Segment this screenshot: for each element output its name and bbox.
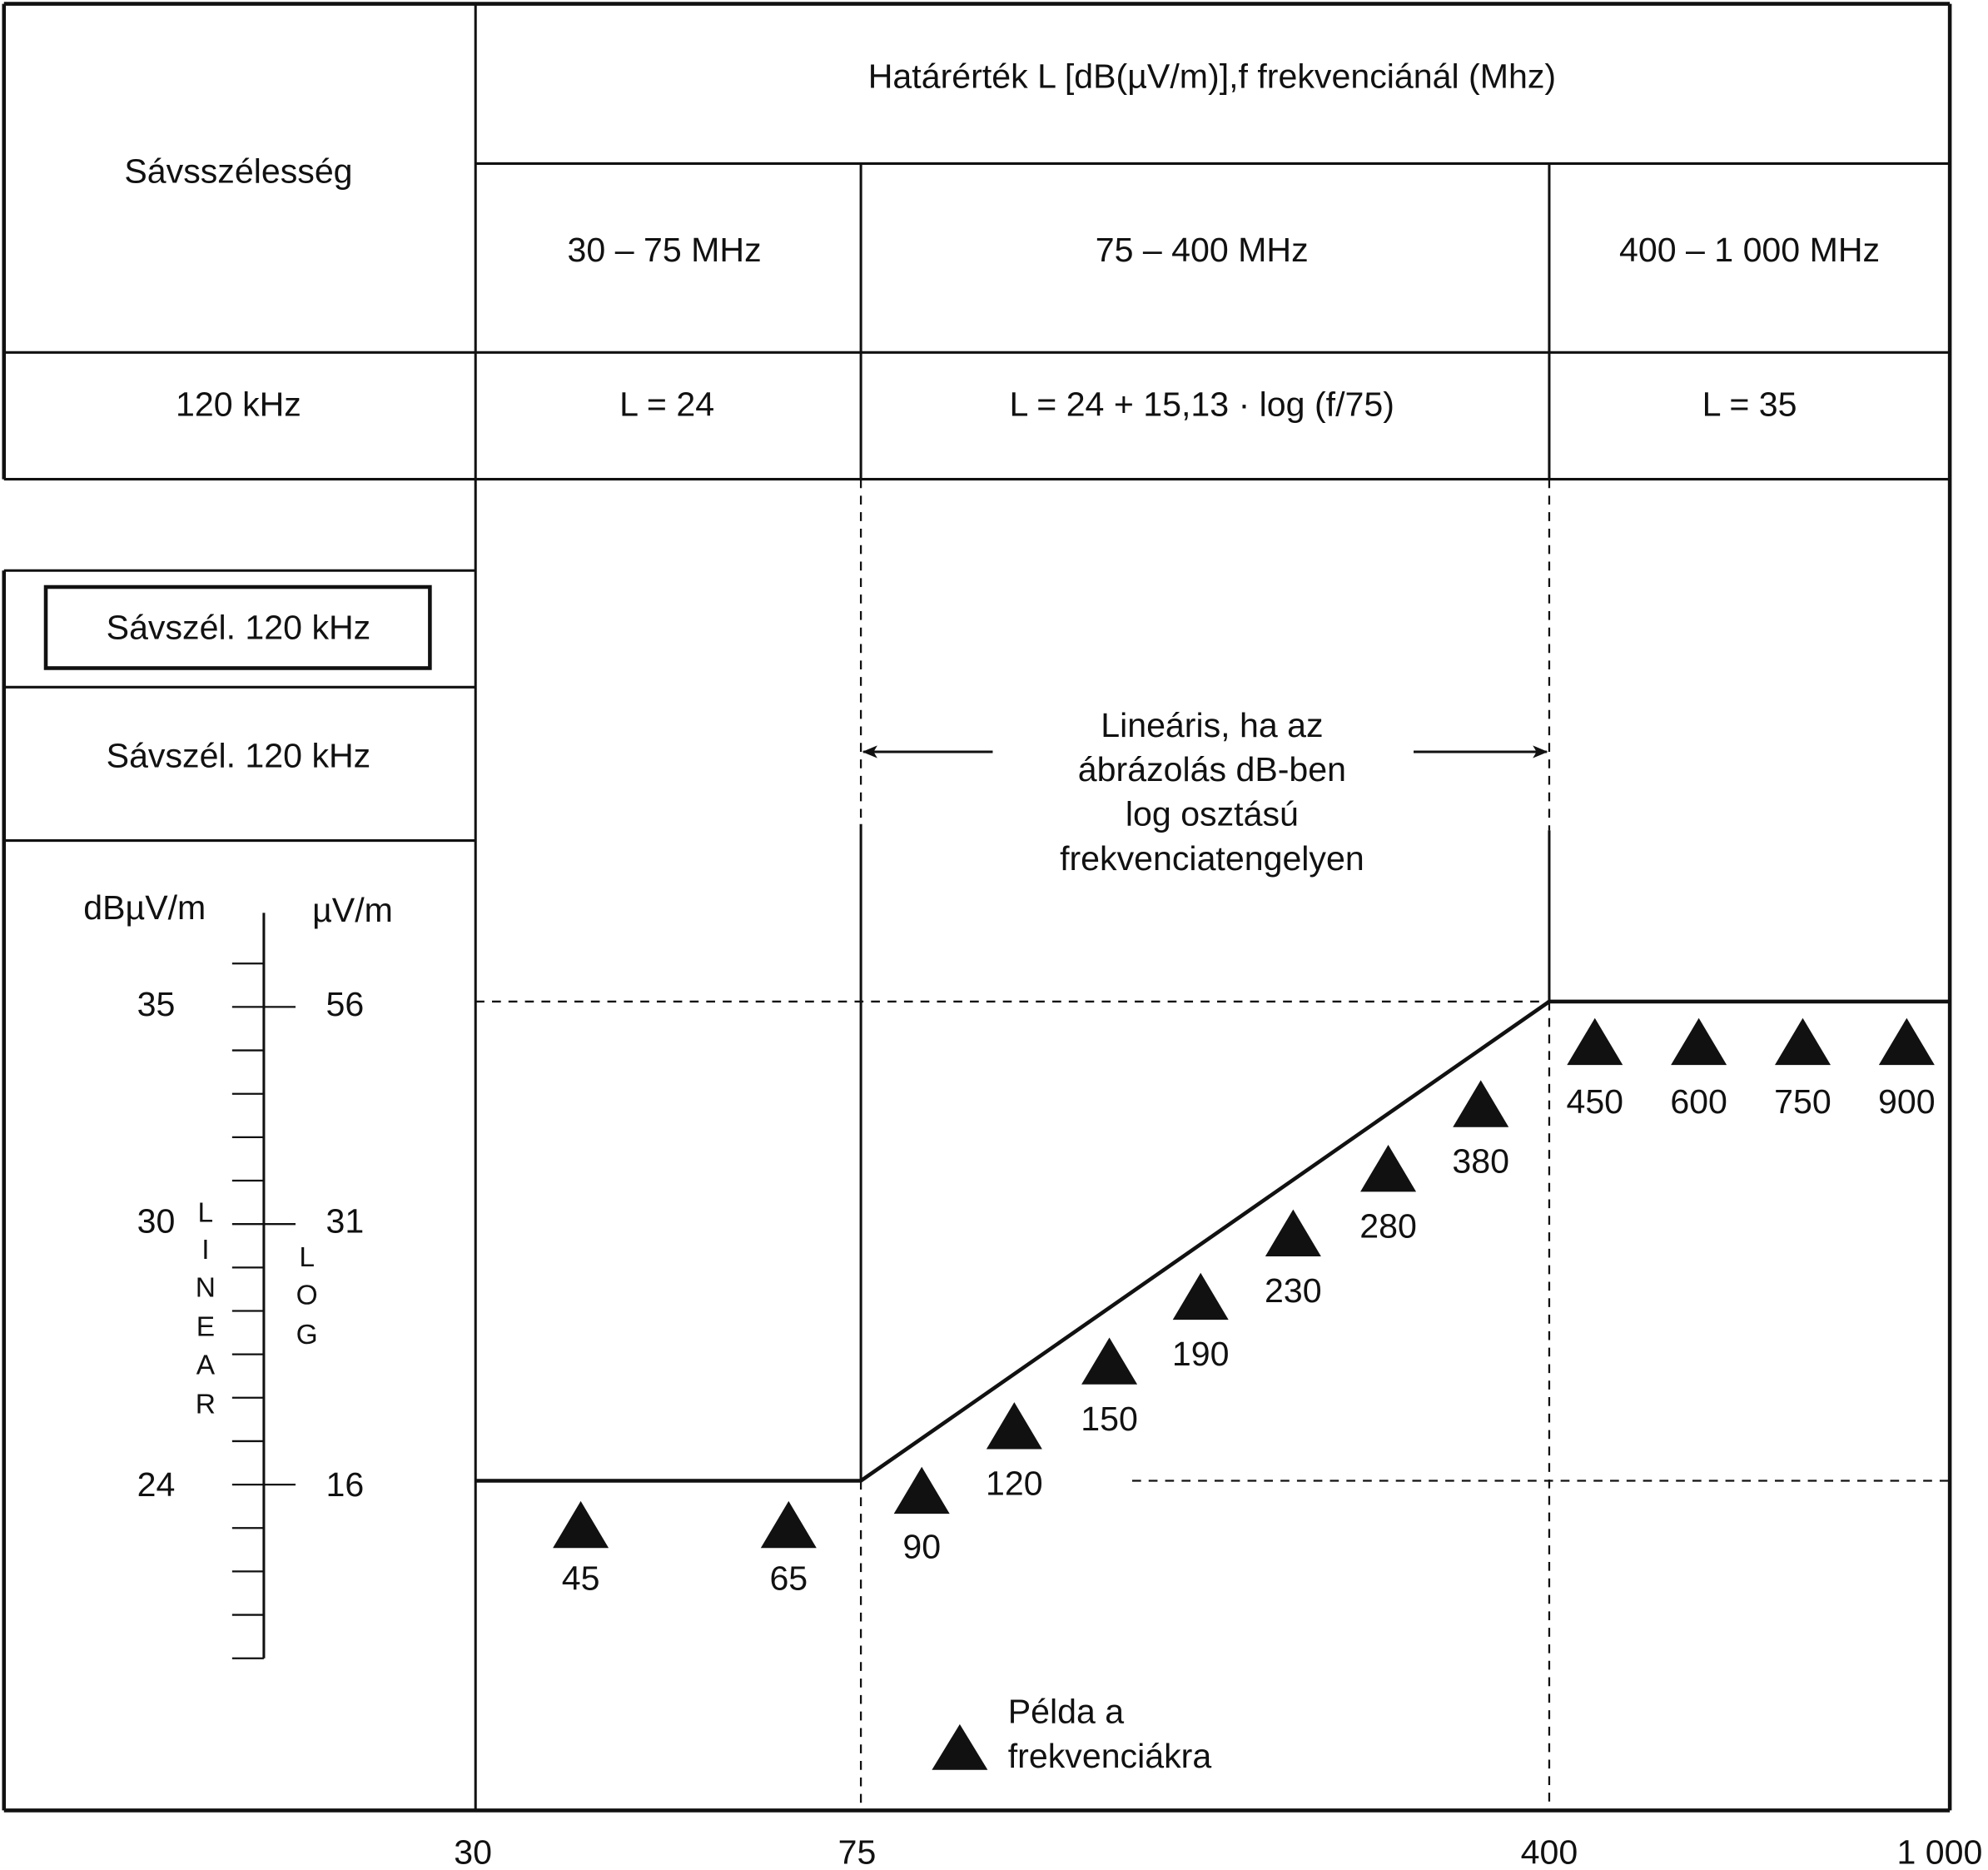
marker-label: 190	[1172, 1335, 1230, 1373]
marker-label: 45	[562, 1559, 600, 1598]
frequency-marker	[1671, 1017, 1727, 1066]
marker-label: 750	[1774, 1082, 1831, 1121]
x-label: 30	[454, 1833, 492, 1870]
bandwidth: 120 kHz	[176, 385, 301, 424]
formula: L = 24	[619, 385, 714, 424]
scale-label: 35	[137, 985, 176, 1023]
legend-marker	[932, 1723, 988, 1770]
frequency-marker	[1172, 1272, 1229, 1320]
annotation: Lineáris, ha az	[1101, 706, 1323, 744]
scale-letter: O	[296, 1281, 318, 1311]
boxed-label: Sávszél. 120 kHz	[107, 609, 371, 647]
scale-label: 24	[137, 1465, 176, 1504]
marker-label: 380	[1452, 1142, 1509, 1181]
limit-line	[475, 999, 1951, 1483]
marker-label: 120	[986, 1464, 1043, 1502]
marker-label: 900	[1878, 1082, 1936, 1121]
scale-letter: A	[196, 1350, 216, 1380]
frequency-marker	[1774, 1017, 1831, 1066]
scale-letter: E	[196, 1312, 215, 1343]
marker-label: 280	[1359, 1206, 1417, 1245]
x-label: 1 000	[1897, 1833, 1983, 1870]
formula: L = 24 + 15,13 · log (f/75)	[1010, 385, 1394, 424]
frequency-marker	[893, 1466, 950, 1514]
scale-label: 16	[326, 1465, 365, 1504]
bandwidth-header: Sávsszélesség	[124, 152, 352, 190]
marker-label: 65	[769, 1559, 808, 1598]
marker-label: 230	[1265, 1271, 1322, 1310]
frame	[2, 2, 1952, 1813]
range: 30 – 75 MHz	[568, 231, 762, 269]
frequency-marker	[986, 1402, 1042, 1450]
frequency-marker	[1453, 1080, 1509, 1127]
frequency-marker	[1878, 1017, 1935, 1066]
annotation: log osztású	[1126, 794, 1299, 833]
frequency-marker	[1081, 1337, 1138, 1385]
scale-letter: R	[196, 1390, 216, 1420]
plot-lines	[475, 479, 1951, 1811]
frequency-marker	[1360, 1145, 1417, 1192]
unit: dBµV/m	[83, 888, 206, 927]
scale-letter: L	[198, 1198, 214, 1229]
scale-label: 31	[326, 1201, 365, 1240]
x-label: 75	[838, 1833, 877, 1870]
scale-label: 30	[137, 1201, 176, 1240]
frequency-marker	[1265, 1209, 1321, 1257]
marker-label: 600	[1670, 1082, 1727, 1121]
frequency-marker	[553, 1500, 609, 1549]
x-label: 400	[1521, 1833, 1578, 1870]
formula: L = 35	[1702, 385, 1797, 424]
scale-letter: G	[296, 1320, 318, 1350]
frequency-marker	[1567, 1017, 1623, 1066]
marker-label: 90	[902, 1528, 941, 1566]
marker-label: 450	[1566, 1082, 1623, 1121]
range: 400 – 1 000 MHz	[1619, 231, 1880, 269]
scale-letter: N	[196, 1272, 216, 1303]
annotation: ábrázolás dB-ben	[1078, 750, 1346, 788]
marker-label: 150	[1081, 1400, 1138, 1438]
scale-letter: L	[299, 1242, 315, 1273]
legend-text: frekvenciákra	[1008, 1737, 1212, 1775]
scale-letter: I	[201, 1235, 209, 1266]
annotation: frekvenciatengelyen	[1060, 839, 1364, 878]
label: Sávszél. 120 kHz	[107, 736, 371, 774]
unit: µV/m	[312, 891, 393, 929]
scale-label: 56	[326, 985, 365, 1023]
frequency-marker	[760, 1500, 817, 1549]
range: 75 – 400 MHz	[1096, 231, 1309, 269]
legend-text: Példa a	[1008, 1693, 1125, 1731]
title: Határérték L [dB(µV/m)],f frekvenciánál …	[868, 57, 1556, 95]
